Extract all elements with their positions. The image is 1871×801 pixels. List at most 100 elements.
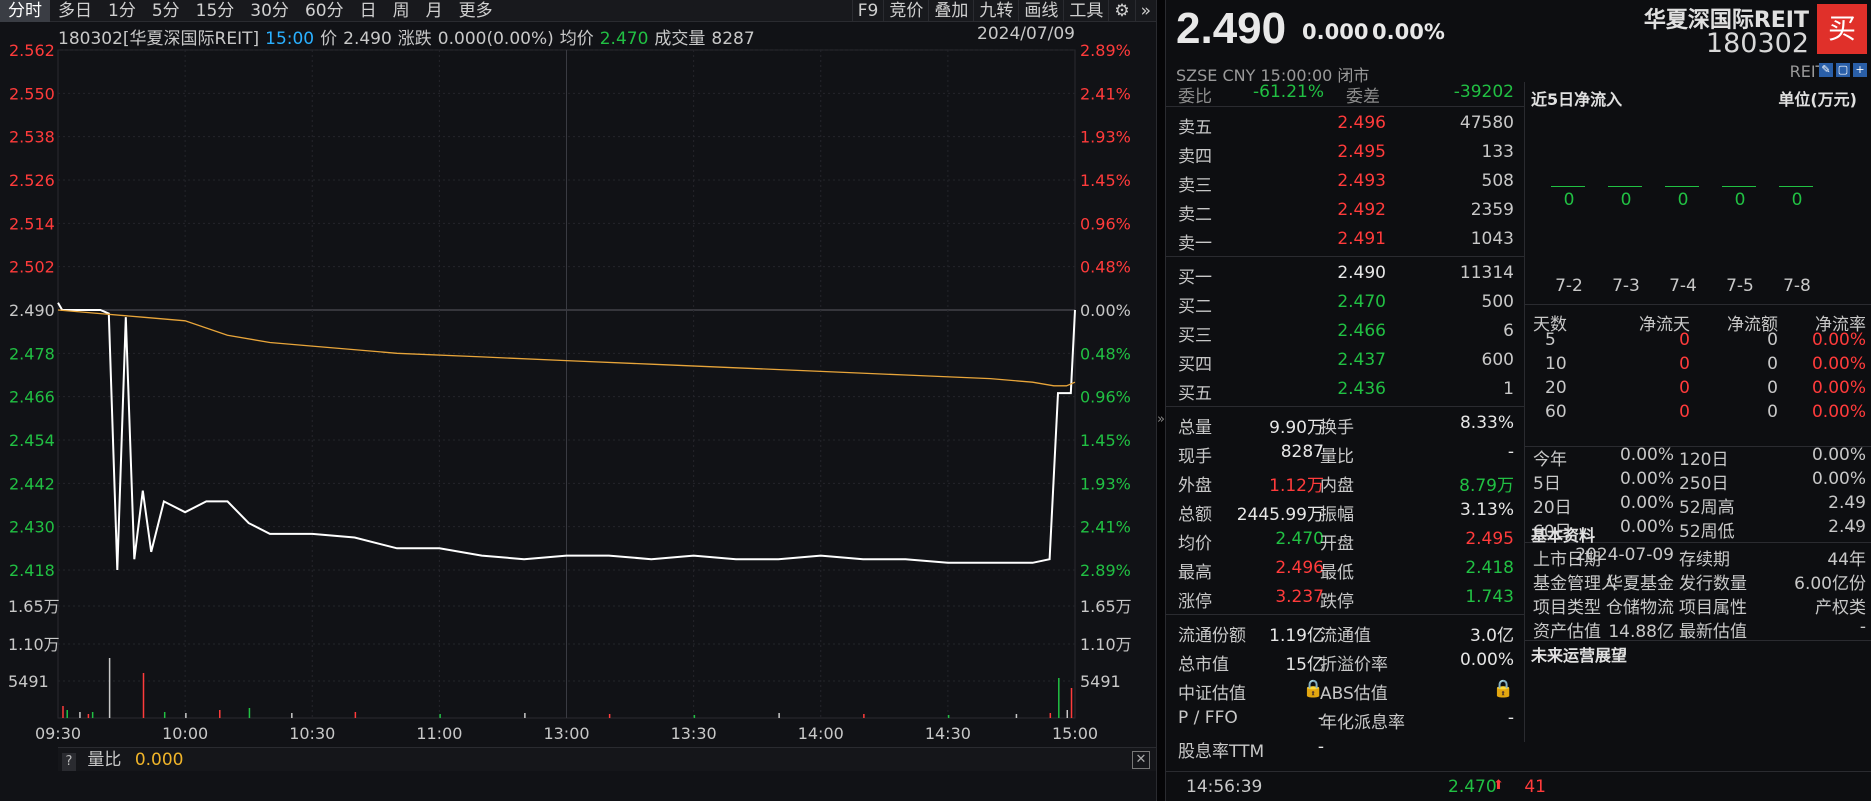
stat-value: 3.237 [1275,587,1324,607]
period-tab-2[interactable]: 1分 [108,1,136,21]
change-label: 涨跌 [397,29,432,49]
expand-icon[interactable]: » [1157,412,1165,427]
info-label: 发行数量 [1679,574,1747,594]
intraday-chart[interactable]: 2.562 2.89% 2.550 2.41% 2.538 1.93% 2.526 1.45%… [0,0,1156,801]
tool-6[interactable]: ⚙ [1108,0,1134,22]
bid-row[interactable]: 买二 2.470 500 [1166,288,1524,317]
stat-label: 振幅 [1320,505,1354,525]
tick-footer: 14:56:39 2.470 ⬆ 41 [1166,771,1871,801]
stat-label: 最低 [1320,563,1354,583]
close-indicator-icon[interactable]: ✕ [1132,751,1150,769]
period-tab-3[interactable]: 5分 [151,1,180,21]
security-code-name: 180302[华夏深国际REIT] [58,29,260,49]
period-tab-0[interactable]: 分时 [0,0,50,22]
info-label: 基金管理人 [1533,574,1618,594]
price-tick: 2.430 [9,518,55,537]
bid-row[interactable]: 买五 2.436 1 [1166,375,1524,404]
flow-net-amount: 0 [1767,378,1778,398]
add-icon[interactable]: + [1853,63,1867,77]
more-icon[interactable]: ··· [1847,522,1861,538]
tool-4[interactable]: 画线 [1018,0,1063,22]
price-tick: 2.538 [9,128,55,147]
period-tab-8[interactable]: 周 [392,1,410,21]
separator [1166,406,1524,407]
stat-label: 换手 [1320,418,1354,438]
flow-bar [1665,186,1699,187]
price-tick: 2.514 [9,214,55,233]
time-tick: 14:30 [925,724,971,743]
bid-row[interactable]: 买三 2.466 6 [1166,317,1524,346]
pct-tick: 0.96% [1080,388,1131,407]
ask-row[interactable]: 卖二 2.492 2359 [1166,196,1524,225]
bid-volume: 1 [1503,379,1514,399]
tool-0[interactable]: F9 [851,0,884,22]
flow-day: 7-8 [1783,276,1811,296]
period-tab-4[interactable]: 15分 [195,1,235,21]
info-row: 上市日期 2024-07-09 存续期 44年 [1531,542,1866,570]
volume-bar [608,714,611,718]
flow-row: 60 0 0 0.00% [1531,400,1866,424]
volume-bar [79,712,81,718]
pct-tick: 0.48% [1080,344,1131,363]
vol-tick: 1.10万 [8,635,60,654]
tool-5[interactable]: 工具 [1063,0,1108,22]
stat-value: 2.418 [1465,558,1514,578]
volume-bar [693,715,696,718]
weicha-label: 委差 [1346,87,1380,107]
period-tab-5[interactable]: 30分 [250,1,289,21]
stat-value: 0.00% [1459,650,1514,670]
period-tab-1[interactable]: 多日 [58,1,92,21]
period-tab-10[interactable]: 更多 [458,1,493,21]
price-label: 价 [320,29,338,49]
info-value: 华夏基金 [1606,574,1674,594]
price-tick: 2.550 [9,84,55,103]
flow-days: 60 [1545,402,1567,422]
flow-net-days: 0 [1679,378,1690,398]
stat-label: P / FFO [1178,708,1238,728]
price-tick: 2.490 [9,301,55,320]
tool-7[interactable]: » [1134,0,1156,22]
volume-bar [66,710,68,718]
stat-label: 折溢价率 [1320,655,1388,675]
period-tab-7[interactable]: 日 [359,1,377,21]
buy-button[interactable]: 买 [1817,4,1867,54]
ask-row[interactable]: 卖五 2.496 47580 [1166,109,1524,138]
ask-label: 卖三 [1178,176,1212,196]
flow-panel: 近5日净流入 单位(万元) 0 7-2 0 7-3 0 7-4 0 7-5 0 7-8 天数 净流… [1524,82,1871,742]
edit-icon[interactable]: ✎ [1819,63,1833,77]
info-value: 2.49 [1828,517,1866,537]
tool-1[interactable]: 竞价 [883,0,928,22]
info-label: 60日 [1533,522,1572,542]
flow-days: 5 [1545,330,1556,350]
window-icon[interactable]: ▢ [1836,63,1850,77]
bid-price: 2.436 [1337,379,1386,399]
ask-row[interactable]: 卖一 2.491 1043 [1166,225,1524,254]
stat-value: 3.0亿 [1469,626,1514,646]
stat-row: 总市值 15亿 折溢价率 0.00% [1166,646,1524,675]
weibi-value: -61.21% [1253,82,1324,102]
ask-price: 2.493 [1337,171,1386,191]
tool-2[interactable]: 叠加 [928,0,973,22]
ask-row[interactable]: 卖四 2.495 133 [1166,138,1524,167]
ask-volume: 2359 [1470,200,1514,220]
flow-row: 10 0 0 0.00% [1531,352,1866,376]
info-label: 资产估值 [1533,622,1601,642]
flow-bar [1722,186,1756,187]
price-tick: 2.502 [9,258,55,277]
ask-row[interactable]: 卖三 2.493 508 [1166,167,1524,196]
bid-row[interactable]: 买一 2.490 11314 [1166,259,1524,288]
tool-3[interactable]: 九转 [973,0,1018,22]
pct-tick: 2.89% [1080,41,1131,60]
time-tick: 14:00 [798,724,844,743]
panel-divider[interactable] [1156,0,1166,801]
period-tabs: 分时 多日 1分 5分 15分 30分 60分日周月更多 [0,0,501,22]
flow-net-rate: 0.00% [1811,354,1866,374]
bid-row[interactable]: 买四 2.437 600 [1166,346,1524,375]
volume-bar [219,710,221,718]
period-tab-9[interactable]: 月 [425,1,443,21]
stat-value: 🔒 [1302,679,1324,699]
separator [1166,106,1524,107]
info-label: 20日 [1533,498,1572,518]
period-tab-6[interactable]: 60分 [304,1,344,21]
help-icon[interactable]: ? [62,753,76,771]
